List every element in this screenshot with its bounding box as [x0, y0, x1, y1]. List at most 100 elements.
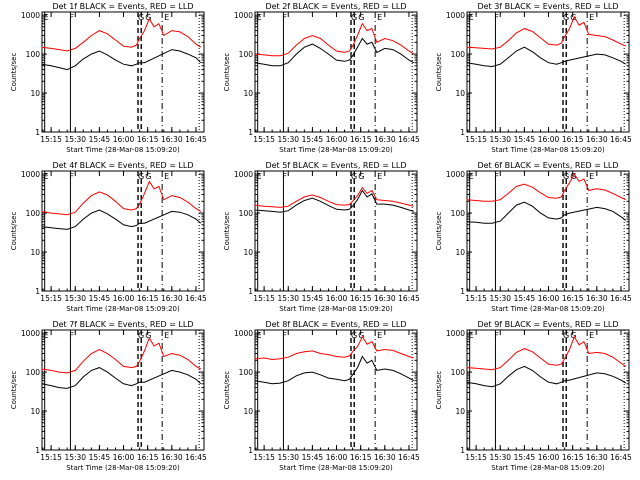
- series-events-line: [254, 355, 415, 385]
- x-tick-label: 16:45: [185, 453, 207, 462]
- event-marker-label: E: [257, 331, 262, 340]
- x-tick-label: 16:45: [398, 453, 420, 462]
- x-tick-label: 16:45: [398, 294, 420, 303]
- y-tick-label: 100: [451, 368, 466, 377]
- x-tick-label: 16:45: [610, 135, 632, 144]
- y-tick-label: 10: [30, 89, 40, 98]
- x-axis-title: Start Time (28-Mar-08 15:09:20): [491, 305, 605, 313]
- x-tick-label: 15:30: [64, 453, 86, 462]
- event-marker-label: E: [164, 172, 169, 181]
- x-tick-label: 15:15: [253, 135, 275, 144]
- panel-det-6: Det 6f BLACK = Events, RED = LLD 1 10 100 10…: [435, 161, 632, 313]
- panel-title: Det 7f BLACK = Events, RED = LLD: [52, 320, 193, 329]
- x-tick-label: 15:15: [465, 135, 487, 144]
- series-lld-line: [466, 173, 627, 202]
- x-tick-label: 16:15: [350, 453, 372, 462]
- x-axis-title: Start Time (28-Mar-08 15:09:20): [491, 464, 605, 472]
- series-lld-line: [41, 17, 202, 52]
- panel-det-8: Det 8f BLACK = Events, RED = LLD 1 10 100 10…: [223, 320, 420, 472]
- x-tick-label: 16:00: [538, 294, 560, 303]
- panel-det-7: Det 7f BLACK = Events, RED = LLD 1 10 100 10…: [10, 320, 207, 472]
- event-marker-label: E: [469, 172, 474, 181]
- y-axis-title: Counts/sec: [10, 212, 18, 251]
- y-tick-label: 1000: [21, 170, 40, 179]
- y-tick-label: 1000: [234, 329, 253, 338]
- event-marker-label: F: [69, 331, 74, 340]
- y-tick-label: 1: [248, 287, 253, 296]
- y-tick-label: 1: [248, 446, 253, 455]
- plot-frame: [41, 11, 205, 133]
- event-marker-label: E: [44, 331, 49, 340]
- series-events-line: [41, 367, 202, 389]
- event-marker-label: F: [69, 172, 74, 181]
- event-marker-label: G: [563, 331, 569, 340]
- x-tick-label: 16:00: [113, 453, 135, 462]
- series-lld-line: [41, 336, 202, 374]
- x-tick-label: 16:30: [374, 453, 396, 462]
- x-tick-label: 16:00: [113, 135, 135, 144]
- x-tick-label: 16:30: [586, 453, 608, 462]
- series-events-line: [254, 189, 414, 213]
- x-tick-label: 15:45: [89, 453, 111, 462]
- x-tick-label: 15:15: [465, 453, 487, 462]
- x-axis-title: Start Time (28-Mar-08 15:09:20): [66, 305, 180, 313]
- x-axis-title: Start Time (28-Mar-08 15:09:20): [279, 464, 393, 472]
- y-tick-label: 1000: [234, 11, 253, 20]
- y-tick-label: 10: [455, 89, 465, 98]
- panel-title: Det 6f BLACK = Events, RED = LLD: [477, 161, 618, 170]
- event-marker-label: G: [145, 172, 151, 181]
- event-marker-label: E: [164, 331, 169, 340]
- x-tick-label: 15:15: [40, 453, 62, 462]
- event-marker-label: E: [257, 172, 262, 181]
- panel-det-9: Det 9f BLACK = Events, RED = LLD 1 10 100 10…: [435, 320, 632, 472]
- x-axis-title: Start Time (28-Mar-08 15:09:20): [279, 305, 393, 313]
- y-tick-label: 10: [243, 248, 253, 257]
- y-tick-label: 1: [460, 287, 465, 296]
- event-marker-label: E: [257, 13, 262, 22]
- x-tick-label: 15:45: [302, 135, 324, 144]
- y-tick-label: 1: [35, 287, 40, 296]
- x-tick-label: 16:30: [374, 294, 396, 303]
- y-axis-title: Counts/sec: [10, 53, 18, 92]
- y-tick-label: 10: [243, 407, 253, 416]
- panel-title: Det 3f BLACK = Events, RED = LLD: [477, 2, 618, 11]
- y-tick-label: 10: [455, 248, 465, 257]
- plot-frame: [466, 329, 630, 451]
- event-marker-label: F: [494, 172, 499, 181]
- series-lld-line: [466, 335, 627, 371]
- y-tick-label: 1000: [21, 11, 40, 20]
- y-axis-title: Counts/sec: [435, 212, 443, 251]
- x-tick-label: 16:15: [562, 453, 584, 462]
- series-events-line: [466, 201, 627, 224]
- panel-det-4: Det 4f BLACK = Events, RED = LLD 1 10 100 10…: [10, 161, 207, 313]
- panel-title: Det 2f BLACK = Events, RED = LLD: [265, 2, 406, 11]
- event-marker-label: G: [138, 331, 144, 340]
- x-tick-label: 16:00: [326, 135, 348, 144]
- plot-frame: [41, 329, 205, 451]
- x-tick-label: 16:15: [350, 135, 372, 144]
- plot-frame: [254, 170, 418, 292]
- event-marker-label: E: [44, 13, 49, 22]
- y-axis-title: Counts/sec: [435, 371, 443, 410]
- event-marker-label: E: [589, 331, 594, 340]
- y-tick-label: 100: [239, 368, 254, 377]
- event-marker-label: G: [358, 172, 364, 181]
- panel-title: Det 1f BLACK = Events, RED = LLD: [52, 2, 193, 11]
- panel-title: Det 5f BLACK = Events, RED = LLD: [265, 161, 406, 170]
- y-tick-label: 100: [26, 50, 41, 59]
- series-lld-line: [254, 22, 415, 57]
- x-tick-label: 16:00: [113, 294, 135, 303]
- x-tick-label: 15:45: [514, 453, 536, 462]
- y-tick-label: 10: [243, 89, 253, 98]
- panel-title: Det 4f BLACK = Events, RED = LLD: [52, 161, 193, 170]
- event-marker-label: G: [145, 331, 151, 340]
- event-marker-label: G: [563, 172, 569, 181]
- y-tick-label: 1: [460, 128, 465, 137]
- x-axis-title: Start Time (28-Mar-08 15:09:20): [66, 464, 180, 472]
- y-tick-label: 100: [26, 368, 41, 377]
- event-marker-label: E: [589, 172, 594, 181]
- x-tick-label: 16:30: [586, 294, 608, 303]
- panel-det-5: Det 5f BLACK = Events, RED = LLD 1 10 100 10…: [223, 161, 420, 313]
- y-axis-title: Counts/sec: [223, 212, 231, 251]
- plot-frame: [466, 170, 630, 292]
